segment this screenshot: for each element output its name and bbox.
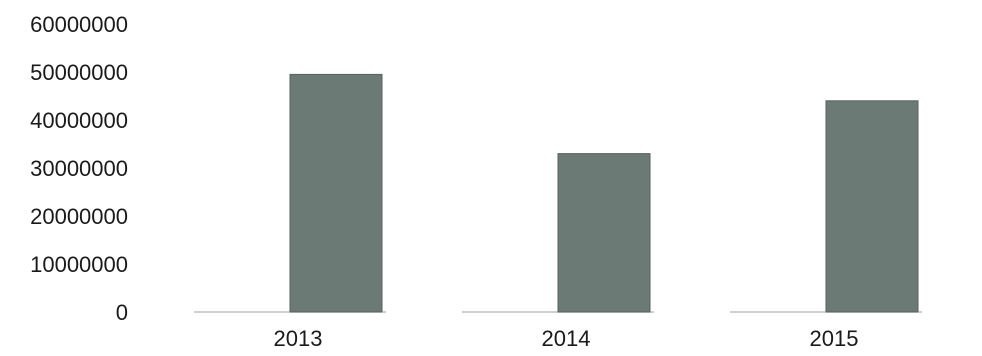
bars (289, 73, 919, 313)
x-tick-label: 2014 (542, 326, 591, 351)
y-tick-label: 40000000 (30, 108, 128, 133)
bar-2014 (557, 153, 651, 313)
y-tick-label: 0 (116, 300, 128, 325)
y-tick-label: 60000000 (30, 12, 128, 37)
y-tick-label: 20000000 (30, 204, 128, 229)
bar-2013 (289, 73, 383, 313)
y-tick-label: 10000000 (30, 252, 128, 277)
bar-2015 (825, 100, 919, 313)
y-tick-label: 30000000 (30, 156, 128, 181)
x-tick-label: 2015 (810, 326, 859, 351)
x-axis-ticks: 2013 2014 2015 (274, 326, 859, 351)
y-tick-label: 50000000 (30, 60, 128, 85)
x-tick-label: 2013 (274, 326, 323, 351)
y-axis-ticks: 0 10000000 20000000 30000000 40000000 5000000… (30, 12, 128, 325)
